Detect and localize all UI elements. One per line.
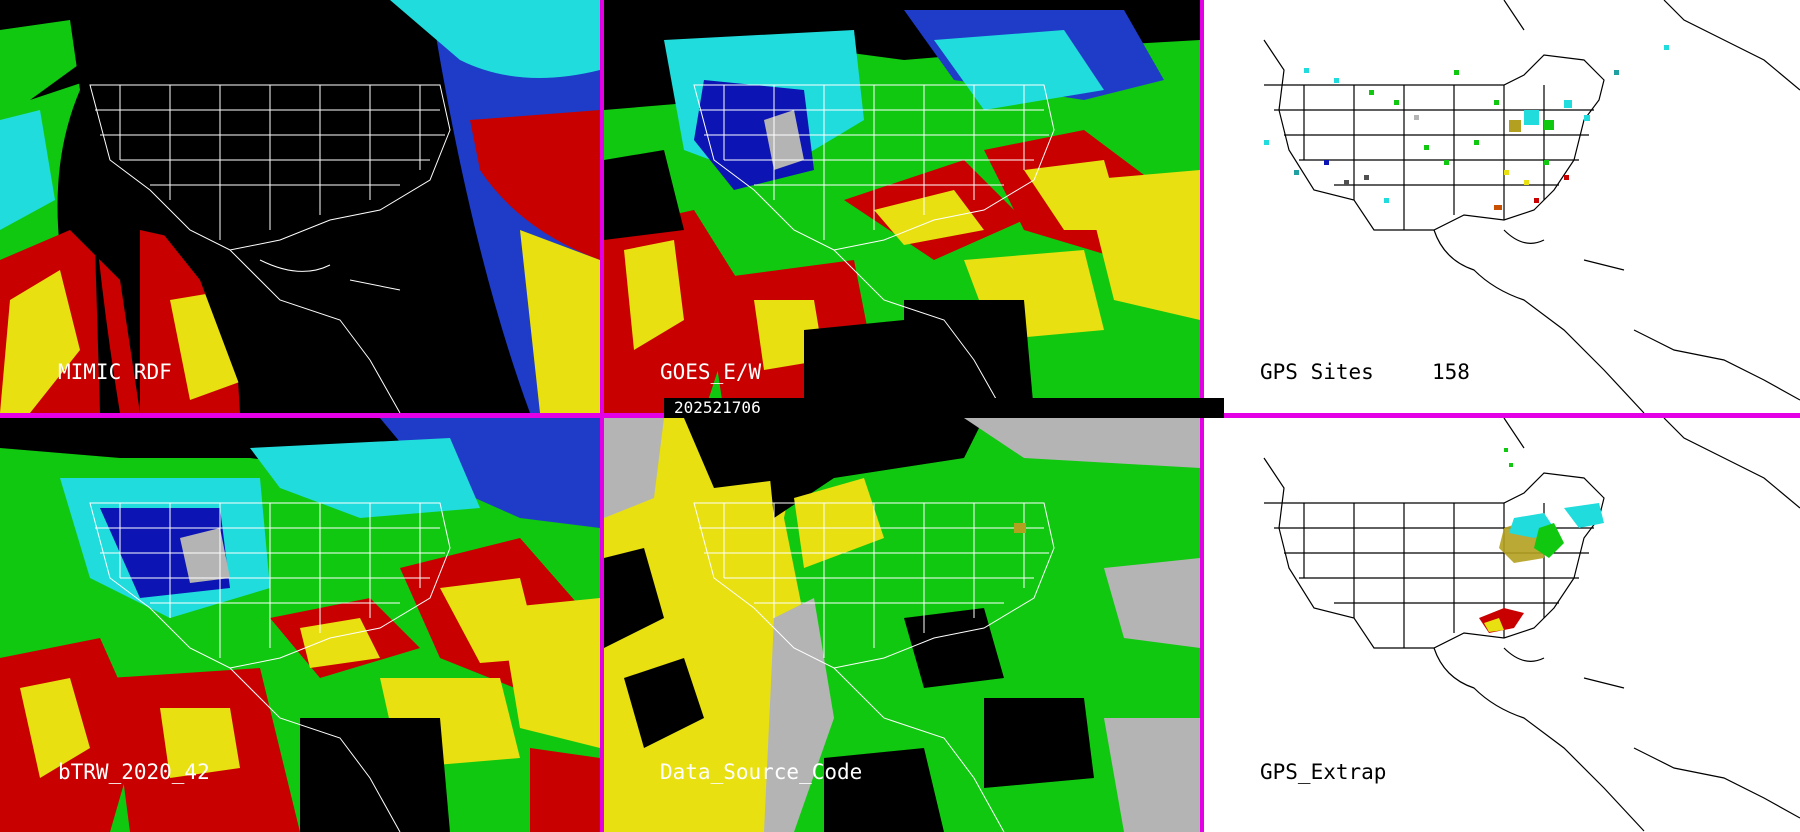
panel-gps-sites: GPS Sites 158: [1204, 0, 1800, 413]
gps-sites-map: [1263, 0, 1800, 413]
data-source-map: [604, 418, 1200, 832]
panel-mimic-rdf: . MIMIC RDF: [0, 0, 600, 413]
panel-label-goes: GOES_E/W: [660, 360, 762, 384]
panel-data-source: Data_Source_Code: [604, 418, 1200, 832]
gps-site-markers: [1264, 45, 1669, 210]
btrw-map: [0, 418, 600, 832]
panel-label-mimic: MIMIC RDF: [58, 360, 172, 384]
panel-label-gps-extrap: GPS_Extrap: [1260, 760, 1387, 784]
panel-label-data-source: Data_Source_Code: [660, 760, 863, 784]
gps-site-count: 158: [1432, 360, 1470, 384]
panel-goes: GOES_E/W: [604, 0, 1200, 413]
mimic-rdf-map: .: [0, 0, 600, 413]
panel-label-gps-sites: GPS Sites: [1260, 360, 1374, 384]
extrap-coverage: [1479, 448, 1604, 633]
panel-label-btrw: bTRW_2020_42: [58, 760, 210, 784]
goes-map: [604, 0, 1200, 413]
panel-gps-extrap: GPS_Extrap: [1204, 418, 1800, 832]
gps-extrap-map: [1263, 418, 1800, 832]
panel-btrw: bTRW_2020_42: [0, 418, 600, 832]
timestamp-bar: 202521706: [664, 398, 1224, 418]
